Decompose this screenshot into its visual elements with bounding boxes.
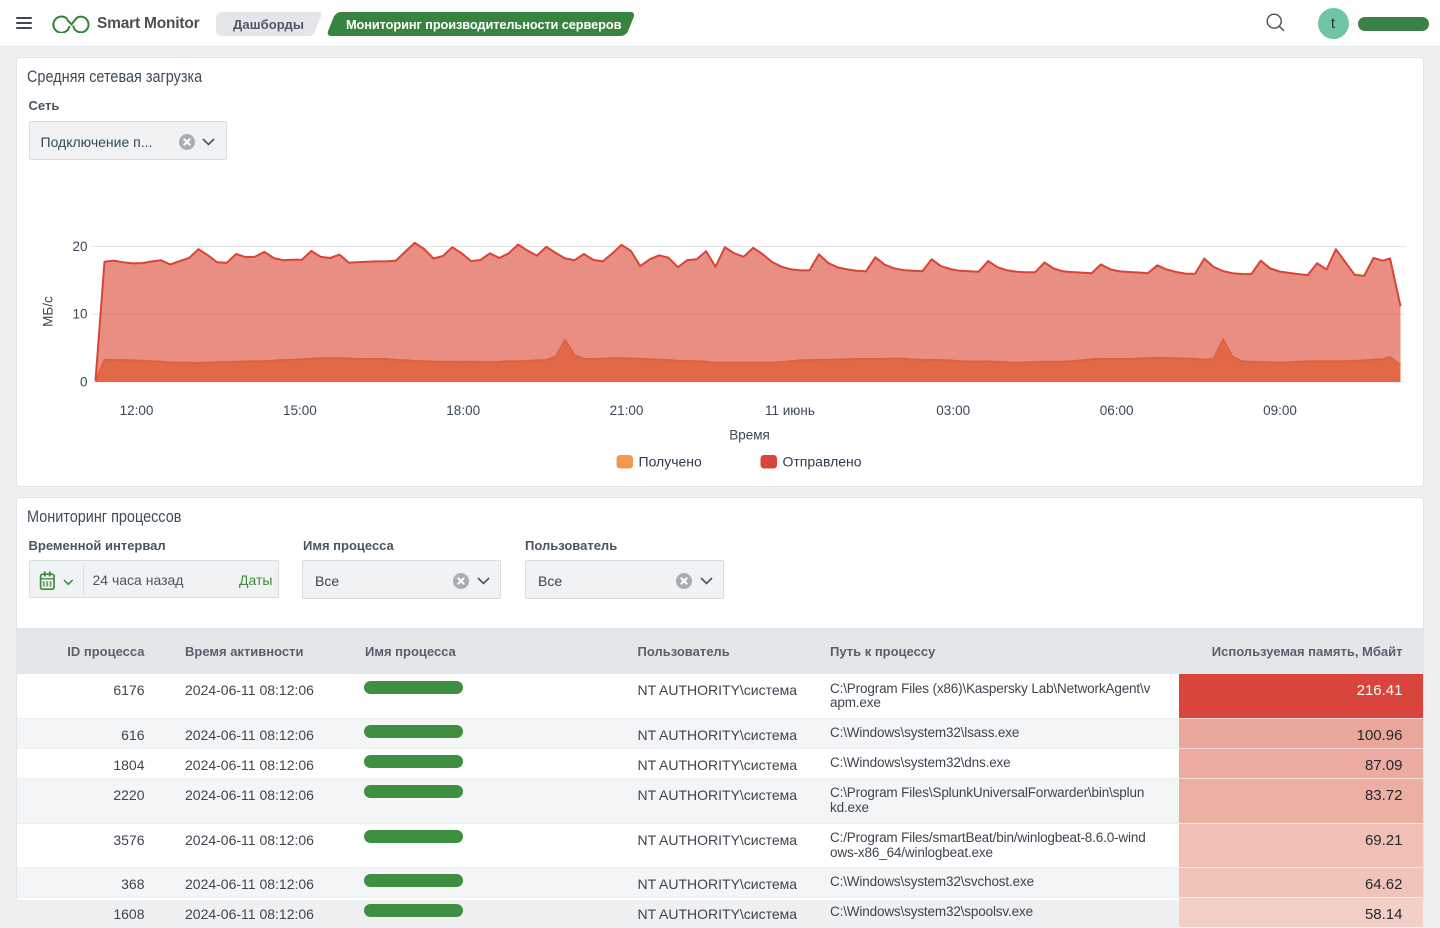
svg-text:Отправлено: Отправлено [782, 454, 861, 470]
svg-text:20: 20 [72, 239, 87, 254]
svg-text:0: 0 [79, 375, 87, 390]
svg-text:11 июнь: 11 июнь [764, 403, 814, 418]
svg-text:Получено: Получено [638, 454, 702, 470]
svg-text:10: 10 [72, 307, 87, 322]
svg-text:06:00: 06:00 [1099, 403, 1133, 418]
svg-text:15:00: 15:00 [283, 403, 317, 418]
svg-text:Время: Время [729, 428, 770, 443]
svg-text:18:00: 18:00 [446, 403, 480, 418]
svg-text:МБ/с: МБ/с [40, 296, 55, 327]
svg-text:03:00: 03:00 [936, 403, 970, 418]
svg-text:12:00: 12:00 [119, 403, 153, 418]
svg-text:21:00: 21:00 [609, 403, 643, 418]
svg-text:09:00: 09:00 [1263, 403, 1297, 418]
